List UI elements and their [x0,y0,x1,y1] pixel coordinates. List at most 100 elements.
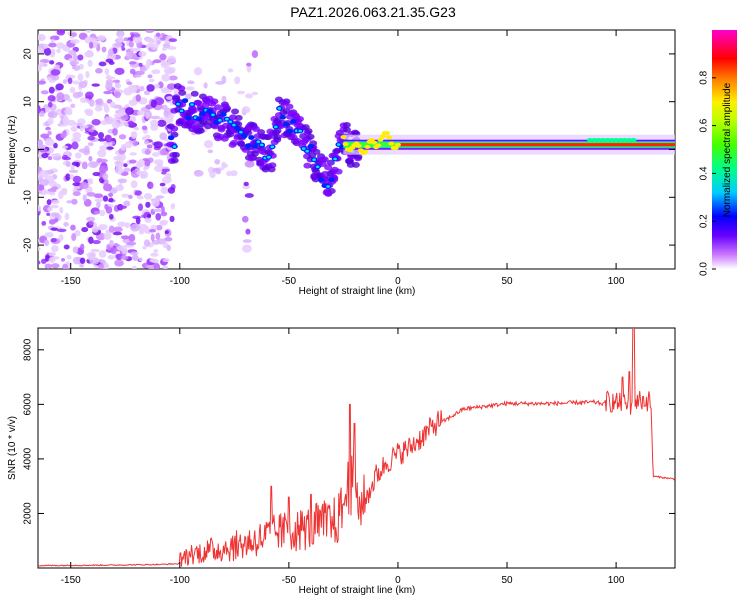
band-wiggle [377,137,384,142]
noise-blob [105,76,116,80]
noise-blob [38,170,49,178]
noise-blob [91,118,101,126]
ridge-blob [171,151,180,158]
colorbar-ticks: 0.0 0.2 0.4 0.6 0.8 [699,70,716,276]
noise-blob [150,115,161,120]
noise-blob [46,212,51,217]
noise-blob [118,134,127,140]
ridge-core [220,112,227,117]
noise-blob [151,199,160,207]
noise-blob [50,237,57,243]
noise-blob [66,254,72,260]
noise-blob [168,67,176,73]
noise-blob [143,192,153,200]
ridge-blob [228,141,237,148]
ridge-blob [228,114,237,121]
noise-blob [54,64,60,69]
noise-blob [47,95,56,102]
noise-blob [44,263,53,269]
noise-blob [104,116,114,125]
noise-blob [221,75,227,84]
noise-blob [93,210,100,215]
noise-blob [97,131,105,139]
noise-blob [88,220,94,226]
ridge-blob [170,157,179,164]
noise-blob [122,238,130,244]
noise-blob [87,59,93,67]
band-wiggle [355,143,362,148]
noise-blob [126,241,137,246]
colorbar-tick-label: 0.2 [699,214,710,228]
noise-blob [156,40,161,45]
x-tick-label: 0 [395,575,401,586]
noise-blob [251,50,259,59]
noise-blob [128,99,138,106]
y-tick-label: 0 [23,146,34,152]
band-wiggle [379,134,386,139]
noise-blob [241,215,249,223]
noise-blob [150,252,159,257]
noise-blob [170,203,176,210]
noise-blob [87,135,96,141]
noise-blob [38,173,41,179]
ridge-blob [342,126,351,133]
noise-blob [82,194,87,202]
noise-blob [145,201,151,208]
ridge-blob [190,90,199,97]
noise-blob [40,133,50,139]
noise-blob [155,212,162,221]
band-dot [626,137,633,142]
noise-blob [203,82,208,89]
noise-blob [85,30,92,33]
ridge-peak [315,165,320,169]
noise-blob [150,99,157,108]
noise-blob [124,222,131,229]
noise-blob [69,173,74,180]
noise-blob [134,190,142,196]
noise-blob [53,142,58,149]
noise-blob [71,32,77,37]
colorbar: 0.0 0.2 0.4 0.6 0.8 Normalized spectral ampl… [699,30,737,276]
noise-blob [95,67,103,74]
noise-blob [47,117,54,125]
noise-blob [160,87,170,94]
noise-blob [161,171,167,175]
ridge-core [286,128,293,134]
y-tick-label: 8000 [23,338,34,361]
noise-blob [159,149,168,156]
noise-blob [42,190,51,195]
noise-blob [50,48,56,53]
ridge-blob [261,166,270,173]
noise-blob [67,77,73,85]
snr-panel: -150 -100 -50 0 50 100 2000 4000 6000 8000 Heigh… [7,327,676,596]
noise-blob [133,47,142,52]
band-dot [630,137,637,142]
noise-blob [135,70,145,75]
noise-blob [47,156,53,161]
noise-blob [143,166,148,171]
noise-blob [86,252,97,258]
snr-y-label: SNR (10 * v/v) [7,416,18,480]
noise-blob [123,200,131,207]
figure-title: PAZ1.2026.063.21.35.G23 [290,4,456,20]
noise-blob [246,64,252,73]
noise-blob [93,193,104,199]
ridge-peak [273,125,278,129]
spectrogram-x-label: Height of straight line (km) [299,286,416,297]
ridge-blob [304,128,313,135]
noise-blob [169,215,175,223]
noise-blob [38,47,44,53]
band-dot [617,137,624,142]
noise-blob [160,211,168,217]
noise-blob [48,218,56,225]
noise-blob [117,153,126,162]
noise-blob [103,141,113,146]
ridge-peak [172,145,177,148]
noise-blob [38,247,41,251]
noise-blob [78,32,88,40]
noise-blob [42,43,49,49]
noise-blob [162,258,170,263]
noise-blob [83,145,90,154]
noise-blob [51,212,58,217]
ridge-blob [320,156,329,163]
